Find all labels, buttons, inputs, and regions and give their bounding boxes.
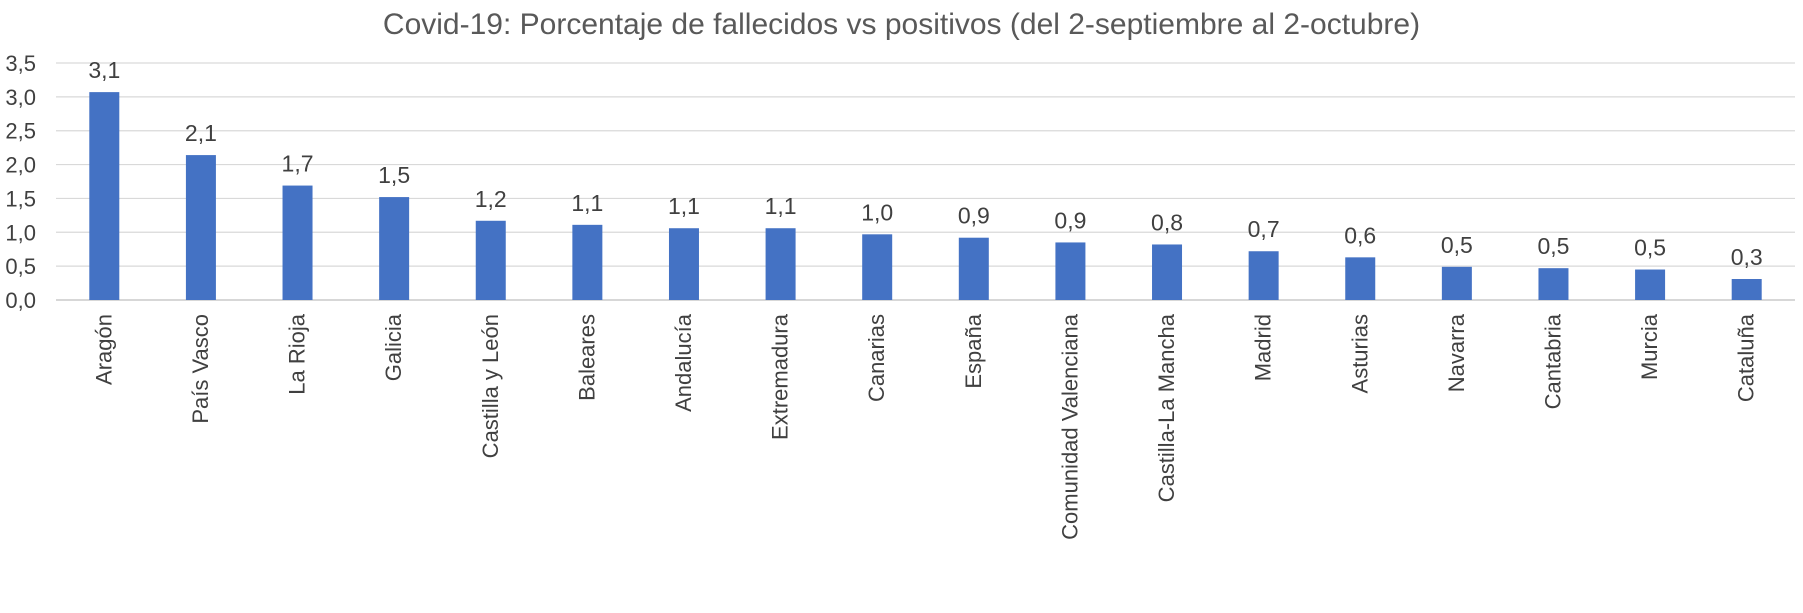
x-category-label: Baleares xyxy=(574,314,599,401)
bar xyxy=(475,220,506,300)
x-category-label: La Rioja xyxy=(285,313,310,394)
bar xyxy=(958,237,989,300)
x-category-label: Cataluña xyxy=(1734,313,1759,402)
x-category-label: Madrid xyxy=(1251,314,1276,381)
y-axis-ticks: 0,0 0,5 1,0 1,5 2,0 2,5 3,0 3,5 xyxy=(5,51,36,313)
data-label: 1,2 xyxy=(475,186,507,212)
x-category-label: Extremadura xyxy=(768,313,793,440)
x-category-label: Murcia xyxy=(1637,313,1662,380)
y-tick-label: 3,0 xyxy=(5,85,36,110)
data-label: 0,9 xyxy=(958,203,990,229)
y-tick-label: 1,5 xyxy=(5,186,36,211)
data-label: 1,1 xyxy=(765,193,797,219)
bar xyxy=(1538,268,1569,300)
data-label: 0,5 xyxy=(1441,232,1473,258)
data-label: 0,5 xyxy=(1537,233,1569,259)
x-category-label: España xyxy=(961,313,986,388)
data-labels: 3,1 2,1 1,7 1,5 1,2 1,1 1,1 1,1 1,0 0,9 0,9 0,8 0,7 0… xyxy=(88,57,1762,270)
x-category-label: Galicia xyxy=(381,313,406,381)
x-category-label: Cantabria xyxy=(1540,313,1565,409)
y-tick-label: 2,0 xyxy=(5,153,36,178)
x-category-label: Asturias xyxy=(1347,314,1372,393)
x-category-label: Andalucía xyxy=(671,313,696,412)
y-tick-label: 3,5 xyxy=(5,51,36,76)
y-tick-label: 0,0 xyxy=(5,288,36,313)
bars xyxy=(89,92,1762,300)
chart-title: Covid-19: Porcentaje de fallecidos vs po… xyxy=(382,8,1421,41)
x-category-label: Castilla-La Mancha xyxy=(1154,313,1179,502)
data-label: 1,1 xyxy=(668,193,700,219)
bar xyxy=(765,228,796,300)
data-label: 0,7 xyxy=(1248,216,1280,242)
data-label: 0,5 xyxy=(1634,235,1666,261)
x-category-label: Comunidad Valenciana xyxy=(1057,313,1082,540)
gridlines xyxy=(56,62,1795,301)
data-label: 1,5 xyxy=(378,162,410,188)
data-label: 1,7 xyxy=(282,151,314,177)
bar xyxy=(1345,257,1376,300)
y-tick-label: 0,5 xyxy=(5,254,36,279)
bar xyxy=(282,185,313,300)
data-label: 1,0 xyxy=(861,199,893,225)
x-category-label: Navarra xyxy=(1444,313,1469,392)
data-label: 0,9 xyxy=(1054,207,1086,233)
bar xyxy=(1055,242,1086,300)
bar xyxy=(1152,244,1183,300)
bar xyxy=(379,197,410,300)
bar xyxy=(1248,251,1279,300)
bar xyxy=(89,92,120,300)
data-label: 1,1 xyxy=(571,190,603,216)
data-label: 2,1 xyxy=(185,120,217,146)
data-label: 0,8 xyxy=(1151,209,1183,235)
x-category-label: Canarias xyxy=(864,314,889,402)
bar xyxy=(572,224,603,300)
x-category-label: País Vasco xyxy=(188,314,213,424)
x-category-label: Castilla y León xyxy=(478,314,503,458)
bar xyxy=(1441,266,1472,300)
y-tick-label: 2,5 xyxy=(5,119,36,144)
x-category-label: Aragón xyxy=(91,314,116,385)
data-label: 3,1 xyxy=(88,57,120,83)
bar xyxy=(1635,269,1666,300)
y-tick-label: 1,0 xyxy=(5,220,36,245)
bar xyxy=(185,155,216,300)
bar xyxy=(862,234,893,300)
bar xyxy=(1731,279,1762,300)
data-label: 0,6 xyxy=(1344,222,1376,248)
x-axis-category-labels: Aragón País Vasco La Rioja Galicia Castilla … xyxy=(91,313,1758,540)
data-label: 0,3 xyxy=(1731,244,1763,270)
bar xyxy=(668,228,699,300)
